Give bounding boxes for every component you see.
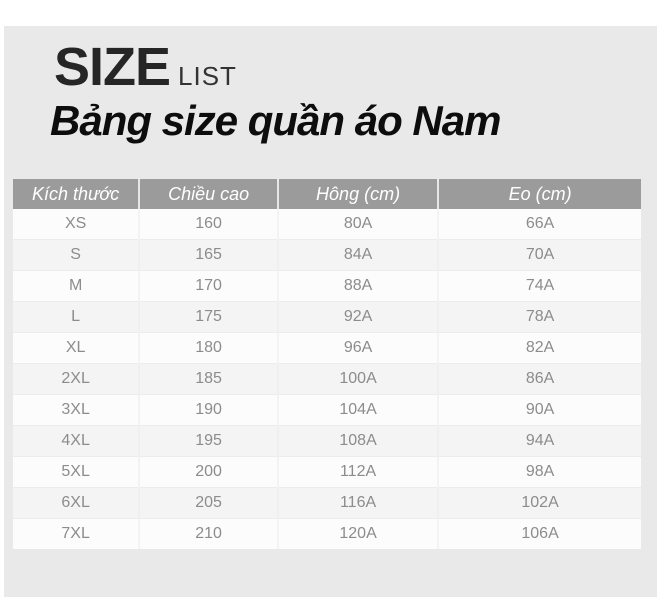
table-cell: 170 — [139, 270, 279, 303]
table-row: 5XL 200 112A 98A — [13, 456, 641, 489]
table-cell: 195 — [139, 425, 279, 458]
table-cell: 66A — [438, 209, 641, 241]
table-row: XS 160 80A 66A — [13, 209, 641, 241]
table-cell: 106A — [521, 525, 559, 543]
table-cell: 90A — [438, 394, 641, 427]
table-cell: 100A — [278, 363, 440, 396]
column-header: Kích thước — [13, 179, 141, 210]
column-header: Chiều cao — [139, 179, 279, 210]
table-cell: L — [13, 301, 141, 334]
table-cell: XL — [13, 332, 141, 365]
table-cell: 84A — [278, 239, 440, 272]
table-cell: 88A — [278, 270, 440, 303]
table-cell: 4XL — [13, 425, 141, 458]
size-chart-panel: SIZE LIST Bảng size quần áo Nam Kích thướ… — [4, 26, 657, 597]
table-cell: 82A — [438, 332, 641, 365]
table-row: 3XL 190 104A 90A — [13, 394, 641, 427]
table-cell: 102A — [438, 487, 641, 520]
table-cell: 120A — [278, 518, 440, 550]
table-cell: 112A — [278, 456, 440, 489]
table-cell: 180 — [139, 332, 279, 365]
table-cell: S — [13, 239, 141, 272]
table-cell: 2XL — [13, 363, 141, 396]
table-cell: 80A — [278, 209, 440, 241]
table-cell: 3XL — [13, 394, 141, 427]
table-cell: 98A — [438, 456, 641, 489]
table-row: 6XL 205 116A 102A — [13, 487, 641, 520]
table-cell: 78A — [438, 301, 641, 334]
table-cell: 86A — [438, 363, 641, 396]
table-cell: 94A — [438, 425, 641, 458]
table-cell: M — [13, 270, 141, 303]
table-cell: 165 — [139, 239, 279, 272]
table-cell: 175 — [139, 301, 279, 334]
table-cell: 6XL — [13, 487, 141, 520]
table-row: 4XL 195 108A 94A — [13, 425, 641, 458]
column-header: Hông (cm) — [278, 179, 440, 210]
table-cell: 160 — [139, 209, 279, 241]
table-row: XL 180 96A 82A — [13, 332, 641, 365]
brand-word: SIZE — [54, 37, 171, 97]
table-cell: 7XL — [13, 518, 141, 550]
table-cell: 200 — [139, 456, 279, 489]
size-table-body: XS 160 80A 66A S 165 84A 70A M 170 88A 74A L 175 92A 78… — [13, 209, 641, 550]
table-cell: 116A — [278, 487, 440, 520]
table-cell: 108A — [278, 425, 440, 458]
table-row: M 170 88A 74A — [13, 270, 641, 303]
table-cell: 96A — [278, 332, 440, 365]
table-row: L 175 92A 78A — [13, 301, 641, 334]
table-cell: 210 — [139, 518, 279, 550]
table-cell: 185 — [139, 363, 279, 396]
brand-header: SIZE LIST — [4, 26, 657, 94]
table-cell: 5XL — [13, 456, 141, 489]
column-header: Eo (cm) — [438, 179, 641, 210]
table-row: 7XL 210 120A 106A — [13, 518, 641, 550]
size-table: Kích thước Chiều cao Hông (cm) Eo (cm) XS 16… — [13, 179, 641, 550]
table-row: S 165 84A 70A — [13, 239, 641, 272]
table-cell: 104A — [278, 394, 440, 427]
table-header-row: Kích thước Chiều cao Hông (cm) Eo (cm) — [13, 179, 641, 210]
table-cell: 205 — [139, 487, 279, 520]
brand-subword: LIST — [178, 61, 237, 91]
table-cell: 190 — [139, 394, 279, 427]
table-row: 2XL 185 100A 86A — [13, 363, 641, 396]
table-cell: 92A — [278, 301, 440, 334]
page-title: Bảng size quần áo Nam — [50, 97, 501, 144]
table-cell: XS — [13, 209, 141, 241]
table-cell: 74A — [438, 270, 641, 303]
table-cell: 70A — [438, 239, 641, 272]
